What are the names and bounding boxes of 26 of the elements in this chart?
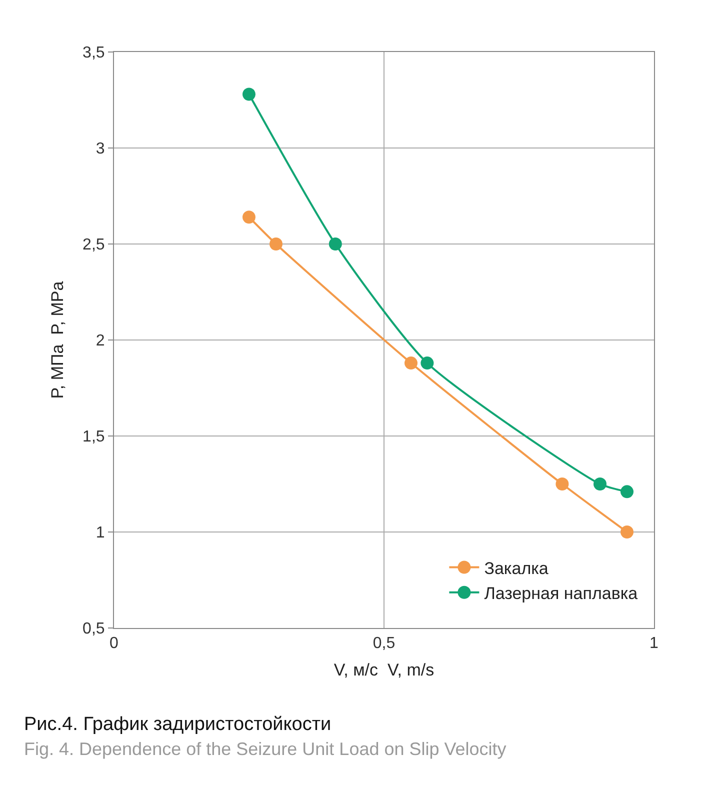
y-tick-label: 1 — [96, 524, 105, 542]
text: Рис.4. График задиристостойкости — [24, 714, 332, 735]
point — [620, 485, 634, 498]
point — [242, 210, 256, 224]
point — [594, 478, 606, 490]
y-tick-label: 2,5 — [82, 236, 105, 254]
y-tick-label: 3,5 — [82, 44, 105, 62]
point — [620, 526, 634, 538]
y-axis-title: P, МПа P, MPa — [48, 280, 68, 399]
x-tick-label: 0,5 — [372, 635, 396, 652]
point — [404, 356, 418, 370]
point — [270, 238, 282, 250]
y-tick-label: 3 — [96, 140, 105, 158]
x-tick-label: 1 — [650, 635, 659, 652]
x-tick-label: 0 — [110, 635, 119, 652]
legend-label: Лазерная наплавка — [484, 584, 638, 603]
x-axis-title: V, м/с V, m/s — [334, 660, 434, 680]
point — [556, 478, 569, 490]
caption: Fig. 4. Dependence of the Seizure Unit Load on Slip Velocity — [24, 739, 506, 759]
y-tick-label: 0,5 — [82, 620, 105, 638]
point — [242, 88, 256, 101]
point — [420, 356, 434, 370]
y-tick-label: 1,5 — [82, 428, 105, 446]
legend-label: Закалка — [484, 558, 549, 578]
point — [328, 238, 342, 250]
y-tick-label: 2 — [96, 332, 105, 350]
